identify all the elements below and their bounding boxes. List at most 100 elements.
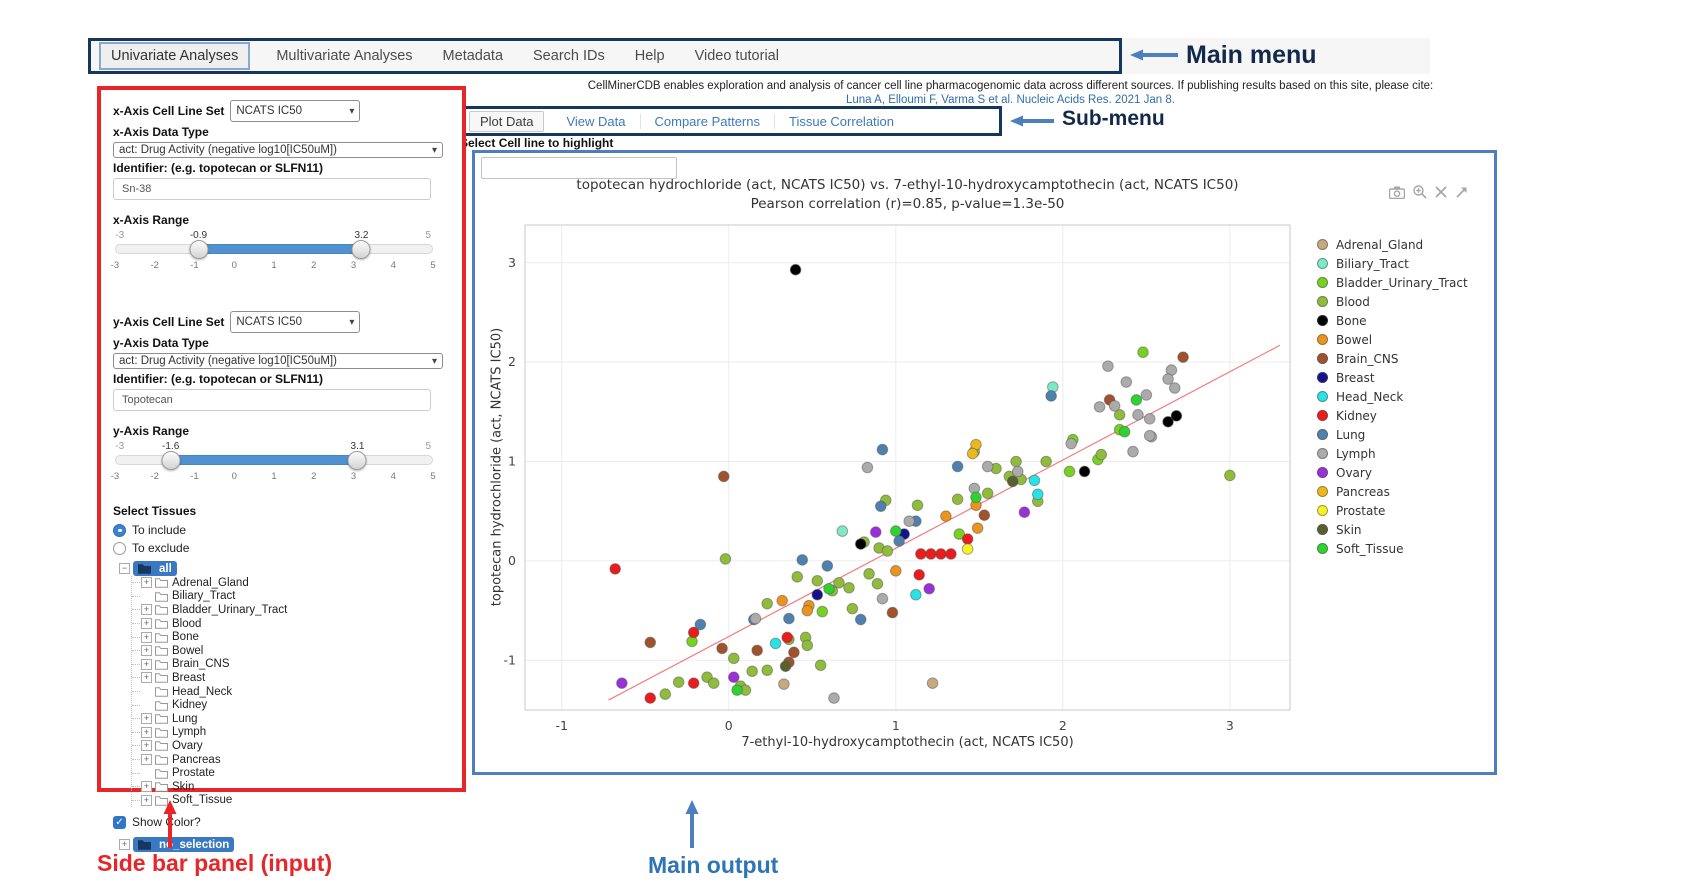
- scatter-point[interactable]: [727, 652, 740, 665]
- sub-menu-tab[interactable]: Plot Data: [469, 110, 545, 132]
- show-color-checkbox[interactable]: ✓: [113, 815, 126, 829]
- expand-icon[interactable]: +: [141, 631, 152, 643]
- main-menu-item[interactable]: Video tutorial: [694, 48, 779, 64]
- tissue-node[interactable]: + Soft_Tissue: [132, 794, 448, 808]
- scatter-point[interactable]: [788, 646, 800, 659]
- y-axis-range-slider[interactable]: -3 -1.6 3.1 5 -3 -2 -1 0 1 2 3 4 5: [110, 441, 436, 482]
- tissue-node-all[interactable]: − all: [119, 561, 448, 576]
- scatter-point[interactable]: [854, 538, 867, 550]
- slider-track[interactable]: [115, 451, 433, 470]
- scatter-point[interactable]: [1118, 425, 1131, 438]
- scatter-plot[interactable]: -1 0 1 2 3 -1 0 1 2 3: [475, 153, 1494, 772]
- scatter-point[interactable]: [1140, 389, 1153, 401]
- scatter-point[interactable]: [886, 606, 899, 619]
- scatter-point[interactable]: [871, 577, 884, 590]
- scatter-point[interactable]: [1170, 410, 1183, 422]
- expand-icon[interactable]: +: [141, 740, 152, 752]
- scatter-point[interactable]: [890, 565, 902, 577]
- scatter-point[interactable]: [1137, 346, 1149, 359]
- x-axis-data-type-select[interactable]: act: Drug Activity (negative log10[IC50u…: [113, 142, 443, 158]
- scatter-point[interactable]: [707, 677, 720, 689]
- scatter-point[interactable]: [1040, 455, 1052, 468]
- scatter-point[interactable]: [727, 671, 740, 684]
- scatter-point[interactable]: [1177, 351, 1189, 363]
- legend-item[interactable]: Pancreas: [1317, 482, 1468, 501]
- y-axis-identifier-input[interactable]: [113, 389, 431, 411]
- scatter-point[interactable]: [1095, 448, 1108, 461]
- sub-menu-tab[interactable]: View Data: [552, 113, 641, 129]
- expand-icon[interactable]: +: [119, 839, 130, 851]
- tissue-node[interactable]: Kidney: [132, 698, 448, 712]
- scatter-point[interactable]: [961, 543, 974, 555]
- scatter-point[interactable]: [751, 644, 763, 657]
- scatter-point[interactable]: [854, 613, 867, 626]
- tissue-node[interactable]: + Brain_CNS: [132, 658, 448, 672]
- scatter-point[interactable]: [761, 597, 773, 610]
- expand-icon[interactable]: +: [141, 794, 152, 806]
- scatter-point[interactable]: [1168, 382, 1181, 394]
- scatter-point[interactable]: [935, 548, 947, 560]
- scatter-point[interactable]: [925, 548, 937, 560]
- scatter-point[interactable]: [945, 548, 957, 560]
- scatter-point[interactable]: [978, 509, 991, 522]
- y-axis-data-type-select[interactable]: act: Drug Activity (negative log10[IC50u…: [113, 353, 443, 369]
- main-menu-item[interactable]: Multivariate Analyses: [276, 48, 413, 64]
- scatter-point[interactable]: [915, 548, 927, 560]
- scatter-point[interactable]: [609, 563, 621, 575]
- scatter-point[interactable]: [926, 677, 939, 689]
- scatter-point[interactable]: [801, 604, 814, 617]
- scatter-point[interactable]: [1127, 445, 1139, 458]
- scatter-point[interactable]: [1113, 409, 1126, 421]
- main-menu-item[interactable]: Search IDs: [533, 48, 605, 64]
- x-axis-identifier-input[interactable]: [113, 178, 431, 200]
- scatter-point[interactable]: [893, 535, 905, 547]
- scatter-point[interactable]: [846, 602, 859, 615]
- scatter-point[interactable]: [811, 588, 824, 601]
- legend-item[interactable]: Kidney: [1317, 406, 1468, 425]
- scatter-point[interactable]: [869, 526, 882, 538]
- scatter-point[interactable]: [769, 637, 782, 650]
- scatter-point[interactable]: [843, 581, 855, 594]
- scatter-point[interactable]: [1018, 506, 1031, 519]
- y-axis-cell-line-set-select[interactable]: NCATS IC50 ▾: [230, 311, 361, 333]
- tissue-node[interactable]: + Ovary: [132, 739, 448, 753]
- legend-item[interactable]: Brain_CNS: [1317, 349, 1468, 368]
- legend-item[interactable]: Breast: [1317, 368, 1468, 387]
- scatter-point[interactable]: [1078, 465, 1091, 478]
- scatter-point[interactable]: [1102, 360, 1114, 372]
- scatter-point[interactable]: [903, 515, 915, 527]
- tissue-node[interactable]: + Blood: [132, 617, 448, 631]
- scatter-point[interactable]: [717, 470, 730, 483]
- scatter-point[interactable]: [1143, 413, 1156, 425]
- scatter-point[interactable]: [776, 594, 789, 607]
- expand-icon[interactable]: +: [141, 604, 152, 616]
- scatter-point[interactable]: [876, 592, 889, 605]
- scatter-point[interactable]: [746, 665, 758, 678]
- legend-item[interactable]: Ovary: [1317, 463, 1468, 482]
- scatter-point[interactable]: [687, 626, 700, 639]
- scatter-point[interactable]: [791, 571, 804, 583]
- expand-icon[interactable]: +: [141, 726, 152, 738]
- scatter-point[interactable]: [836, 525, 849, 537]
- close-icon[interactable]: [1435, 186, 1447, 198]
- scatter-point[interactable]: [966, 447, 979, 460]
- tissue-filter-radio[interactable]: To exclude: [113, 539, 448, 557]
- scatter-point[interactable]: [874, 500, 887, 513]
- scatter-point[interactable]: [1065, 437, 1077, 450]
- legend-item[interactable]: Skin: [1317, 520, 1468, 539]
- scatter-point[interactable]: [801, 639, 814, 652]
- tissue-node[interactable]: + Bladder_Urinary_Tract: [132, 603, 448, 617]
- scatter-point[interactable]: [816, 605, 829, 618]
- scatter-point[interactable]: [823, 582, 835, 595]
- scatter-point[interactable]: [1063, 465, 1076, 478]
- scatter-point[interactable]: [644, 692, 657, 704]
- scatter-point[interactable]: [644, 636, 657, 649]
- scatter-point[interactable]: [890, 525, 902, 537]
- scatter-point[interactable]: [961, 533, 974, 545]
- scatter-point[interactable]: [1162, 373, 1174, 385]
- scatter-point[interactable]: [659, 688, 672, 700]
- expand-icon[interactable]: +: [141, 658, 152, 670]
- expand-icon[interactable]: +: [141, 645, 152, 657]
- scatter-point[interactable]: [731, 684, 743, 696]
- slider-handle-from[interactable]: [189, 240, 209, 259]
